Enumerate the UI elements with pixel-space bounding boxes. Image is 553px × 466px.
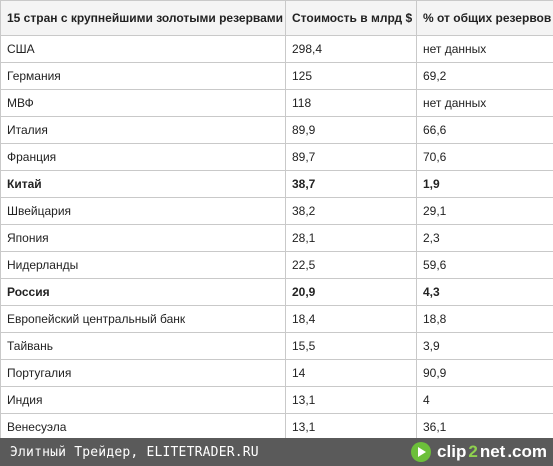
cell-percent: 90,9	[416, 359, 553, 387]
cell-percent: нет данных	[416, 89, 553, 117]
gold-reserves-table: 15 стран с крупнейшими золотыми резервам…	[0, 0, 553, 438]
cell-country: МВФ	[0, 89, 286, 117]
cell-value: 15,5	[285, 332, 417, 360]
cell-value: 20,9	[285, 278, 417, 306]
cell-country: Нидерланды	[0, 251, 286, 279]
cell-percent: 3,9	[416, 332, 553, 360]
header-country: 15 стран с крупнейшими золотыми резервам…	[0, 0, 286, 36]
cell-country: Франция	[0, 143, 286, 171]
table-row: Тайвань 15,5 3,9	[0, 332, 553, 360]
cell-country: Германия	[0, 62, 286, 90]
table-row: Италия 89,9 66,6	[0, 116, 553, 144]
play-circle-icon	[411, 442, 432, 462]
cell-percent: 36,1	[416, 413, 553, 438]
cell-value: 14	[285, 359, 417, 387]
brand-suffix: .com	[507, 442, 547, 461]
header-value: Стоимость в млрд $	[285, 0, 417, 36]
cell-country: Япония	[0, 224, 286, 252]
table-row: Германия 125 69,2	[0, 62, 553, 90]
clip2net-logo: clip 2 net .com	[411, 442, 547, 462]
cell-percent: 1,9	[416, 170, 553, 198]
cell-percent: 4	[416, 386, 553, 414]
table-header-row: 15 стран с крупнейшими золотыми резервам…	[0, 0, 553, 36]
cell-percent: 69,2	[416, 62, 553, 90]
brand-part1: clip	[437, 442, 467, 461]
cell-value: 38,7	[285, 170, 417, 198]
cell-percent: 4,3	[416, 278, 553, 306]
table-row: Венесуэла 13,1 36,1	[0, 413, 553, 438]
table-row: Япония 28,1 2,3	[0, 224, 553, 252]
cell-value: 118	[285, 89, 417, 117]
cell-country: Индия	[0, 386, 286, 414]
cell-value: 89,7	[285, 143, 417, 171]
table-row: МВФ 118 нет данных	[0, 89, 553, 117]
cell-country: Швейцария	[0, 197, 286, 225]
cell-value: 125	[285, 62, 417, 90]
cell-country: Тайвань	[0, 332, 286, 360]
cell-value: 38,2	[285, 197, 417, 225]
header-percent: % от общих резервов	[416, 0, 553, 36]
cell-country: США	[0, 35, 286, 63]
cell-country: Италия	[0, 116, 286, 144]
table-row: Европейский центральный банк 18,4 18,8	[0, 305, 553, 333]
cell-country: Европейский центральный банк	[0, 305, 286, 333]
cell-percent: 18,8	[416, 305, 553, 333]
brand-part3: net	[479, 442, 506, 461]
cell-percent: 66,6	[416, 116, 553, 144]
cell-country: Китай	[0, 170, 286, 198]
cell-value: 13,1	[285, 413, 417, 438]
cell-percent: нет данных	[416, 35, 553, 63]
cell-country: Венесуэла	[0, 413, 286, 438]
cell-value: 13,1	[285, 386, 417, 414]
footer-bar: Элитный Трейдер, ELITETRADER.RU clip 2 net…	[0, 438, 553, 466]
cell-value: 18,4	[285, 305, 417, 333]
table-row: Китай 38,7 1,9	[0, 170, 553, 198]
gold-reserves-table-container: 15 стран с крупнейшими золотыми резервам…	[0, 0, 553, 438]
table-row: Португалия 14 90,9	[0, 359, 553, 387]
cell-value: 298,4	[285, 35, 417, 63]
table-row: Швейцария 38,2 29,1	[0, 197, 553, 225]
cell-percent: 29,1	[416, 197, 553, 225]
cell-percent: 2,3	[416, 224, 553, 252]
cell-country: Португалия	[0, 359, 286, 387]
table-row: Нидерланды 22,5 59,6	[0, 251, 553, 279]
cell-percent: 70,6	[416, 143, 553, 171]
footer-caption: Элитный Трейдер, ELITETRADER.RU	[10, 444, 259, 460]
cell-country: Россия	[0, 278, 286, 306]
cell-value: 22,5	[285, 251, 417, 279]
brand-part2: 2	[468, 442, 478, 461]
table-row: Индия 13,1 4	[0, 386, 553, 414]
cell-percent: 59,6	[416, 251, 553, 279]
table-row: Россия 20,9 4,3	[0, 278, 553, 306]
cell-value: 89,9	[285, 116, 417, 144]
cell-value: 28,1	[285, 224, 417, 252]
table-row: Франция 89,7 70,6	[0, 143, 553, 171]
table-row: США 298,4 нет данных	[0, 35, 553, 63]
